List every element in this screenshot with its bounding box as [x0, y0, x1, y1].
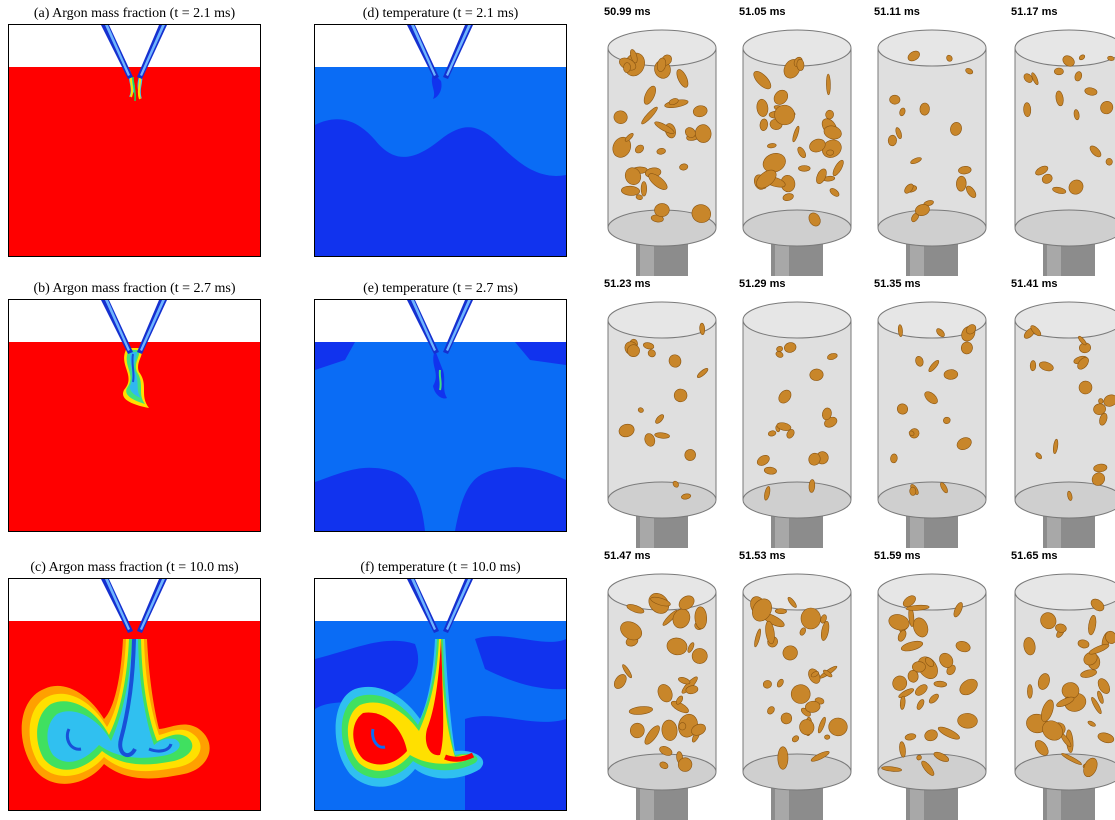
temperature-panel-f	[314, 578, 567, 811]
snapshot-time-label: 51.23 ms	[604, 278, 651, 290]
panel-e-title: (e) temperature (t = 2.7 ms)	[363, 281, 518, 296]
snapshot-time-label: 51.41 ms	[1011, 278, 1058, 290]
isosurface-snapshot	[606, 570, 718, 820]
panel-b-title: (b) Argon mass fraction (t = 2.7 ms)	[33, 281, 236, 296]
argon-panel-a	[8, 24, 261, 257]
temperature-panel-e	[314, 299, 567, 532]
panel-d-title: (d) temperature (t = 2.1 ms)	[362, 6, 519, 21]
isosurface-snapshot	[741, 570, 853, 820]
snapshot-time-label: 51.53 ms	[739, 550, 786, 562]
snapshot-time-label: 51.11 ms	[874, 6, 920, 18]
argon-panel-c	[8, 578, 261, 811]
temperature-panel-d	[314, 24, 567, 257]
snapshot-time-label: 51.17 ms	[1011, 6, 1058, 18]
snapshot-time-label: 51.35 ms	[874, 278, 921, 290]
isosurface-snapshot	[876, 26, 988, 276]
snapshot-time-label: 51.47 ms	[604, 550, 651, 562]
isosurface-snapshot	[1013, 570, 1115, 820]
isosurface-snapshot	[741, 298, 853, 548]
snapshot-time-label: 50.99 ms	[604, 6, 651, 18]
argon-panel-b	[8, 299, 261, 532]
isosurface-snapshot	[741, 26, 853, 276]
isosurface-snapshot	[606, 298, 718, 548]
isosurface-snapshot	[876, 570, 988, 820]
panel-f-title: (f) temperature (t = 10.0 ms)	[360, 560, 521, 575]
isosurface-snapshot	[606, 26, 718, 276]
snapshot-time-label: 51.65 ms	[1011, 550, 1058, 562]
isosurface-snapshot	[876, 298, 988, 548]
snapshot-time-label: 51.29 ms	[739, 278, 786, 290]
snapshot-time-label: 51.05 ms	[739, 6, 786, 18]
isosurface-snapshot	[1013, 298, 1115, 548]
snapshot-time-label: 51.59 ms	[874, 550, 921, 562]
panel-a-title: (a) Argon mass fraction (t = 2.1 ms)	[33, 6, 236, 21]
panel-c-title: (c) Argon mass fraction (t = 10.0 ms)	[30, 560, 239, 575]
isosurface-snapshot	[1013, 26, 1115, 276]
